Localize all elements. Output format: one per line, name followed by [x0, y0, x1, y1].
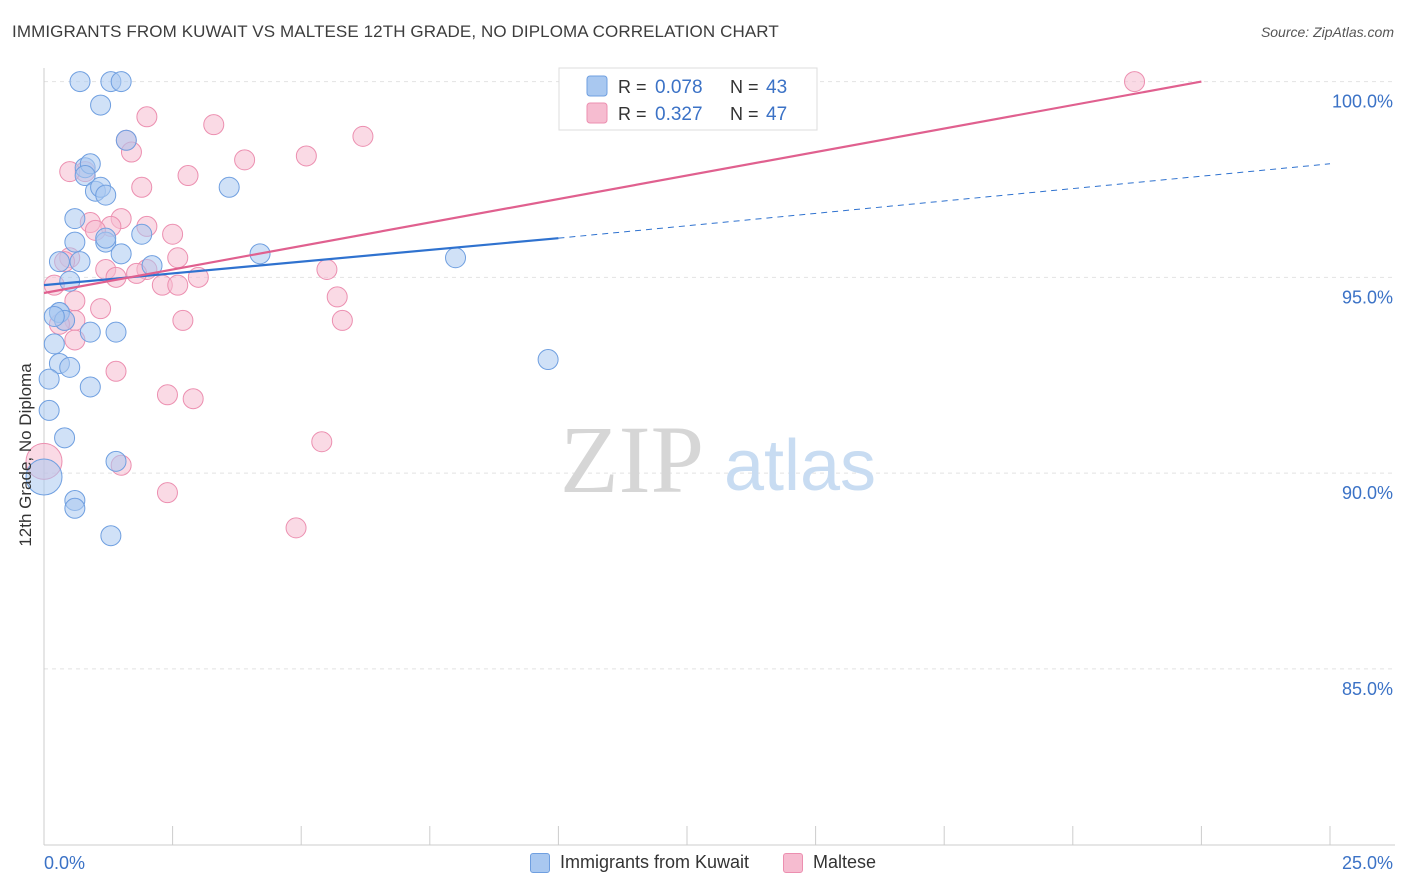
maltese-point — [311, 431, 333, 453]
kuwait-point — [95, 184, 117, 206]
kuwait-point — [131, 223, 153, 245]
legend-item-kuwait: Immigrants from Kuwait — [529, 852, 749, 873]
maltese-point — [136, 106, 158, 128]
maltese-point — [167, 247, 189, 269]
kuwait-point — [105, 450, 127, 472]
maltese-point — [182, 388, 204, 410]
watermark: ZIP atlas — [560, 406, 876, 513]
kuwait-point — [64, 231, 86, 253]
maltese-point — [172, 309, 194, 331]
maltese-point — [167, 274, 189, 296]
kuwait-point — [100, 525, 122, 547]
legend-n-value-maltese: 47 — [766, 104, 787, 125]
kuwait-point — [95, 227, 117, 249]
kuwait-point — [43, 305, 65, 327]
legend-label-maltese: Maltese — [813, 852, 877, 872]
legend-swatch-kuwait — [529, 852, 550, 873]
trend-lines — [43, 80, 1331, 295]
kuwait-point — [110, 243, 132, 265]
maltese-point — [331, 309, 353, 331]
legend-top: R = 0.078 N = 43 R = 0.327 N = 47 — [558, 67, 818, 131]
kuwait-point — [115, 129, 137, 151]
legend-bottom: Immigrants from Kuwait Maltese — [0, 852, 1406, 873]
kuwait-trend-extension — [558, 163, 1331, 239]
chart-title: IMMIGRANTS FROM KUWAIT VS MALTESE 12TH G… — [12, 22, 779, 41]
legend-n-label-kuwait: N = — [730, 77, 759, 97]
y-axis-label: 12th Grade, No Diploma — [16, 363, 35, 547]
legend-swatch-maltese — [586, 102, 608, 124]
kuwait-point — [48, 251, 70, 273]
legend-n-value-kuwait: 43 — [766, 77, 787, 98]
maltese-point — [156, 482, 178, 504]
maltese-point — [1124, 71, 1146, 93]
kuwait-point — [90, 94, 112, 116]
legend-r-value-maltese: 0.327 — [655, 104, 703, 125]
y-tick-label: 90.0% — [1342, 483, 1393, 503]
kuwait-point — [79, 376, 101, 398]
maltese-point — [352, 125, 374, 147]
chart-source: Source: ZipAtlas.com — [1260, 24, 1394, 40]
kuwait-points — [25, 71, 559, 547]
kuwait-point — [105, 321, 127, 343]
legend-n-label-maltese: N = — [730, 104, 759, 124]
kuwait-point — [64, 208, 86, 230]
maltese-trend-line — [43, 80, 1202, 295]
maltese-point — [326, 286, 348, 308]
legend-item-maltese: Maltese — [783, 852, 876, 873]
axes — [43, 68, 1395, 846]
y-tick-label: 100.0% — [1332, 92, 1393, 112]
legend-r-label-maltese: R = — [618, 104, 647, 124]
maltese-point — [105, 360, 127, 382]
kuwait-point — [25, 458, 63, 496]
kuwait-point — [59, 356, 81, 378]
kuwait-point — [79, 321, 101, 343]
maltese-point — [131, 176, 153, 198]
maltese-point — [295, 145, 317, 167]
y-tick-label: 95.0% — [1342, 287, 1393, 307]
x-tick-label: 25.0% — [1342, 853, 1393, 873]
kuwait-point — [43, 333, 65, 355]
kuwait-point — [54, 427, 76, 449]
kuwait-point — [69, 251, 91, 273]
kuwait-point — [69, 71, 91, 93]
maltese-point — [316, 258, 338, 280]
y-tick-label: 85.0% — [1342, 679, 1393, 699]
legend-swatch-kuwait — [586, 75, 608, 97]
maltese-point — [162, 223, 184, 245]
kuwait-point — [537, 349, 559, 371]
maltese-point — [203, 114, 225, 136]
legend-label-kuwait: Immigrants from Kuwait — [559, 852, 749, 872]
maltese-point — [285, 517, 307, 539]
legend-swatch-maltese — [783, 852, 803, 873]
maltese-point — [156, 384, 178, 406]
kuwait-point — [445, 247, 467, 269]
legend-r-label-kuwait: R = — [618, 77, 647, 97]
watermark-zip: ZIP — [560, 406, 704, 513]
legend-r-value-kuwait: 0.078 — [655, 77, 703, 98]
watermark-atlas: atlas — [724, 426, 876, 506]
kuwait-point — [38, 368, 60, 390]
x-tick-label: 0.0% — [44, 853, 85, 873]
maltese-point — [234, 149, 256, 171]
kuwait-point — [38, 399, 60, 421]
kuwait-point — [110, 71, 132, 93]
kuwait-point — [218, 176, 240, 198]
kuwait-point — [64, 497, 86, 519]
tick-labels: 85.0% 90.0% 95.0% 100.0% 0.0% 25.0% — [44, 92, 1393, 873]
maltese-point — [177, 165, 199, 187]
maltese-point — [90, 298, 112, 320]
kuwait-point — [74, 165, 96, 187]
